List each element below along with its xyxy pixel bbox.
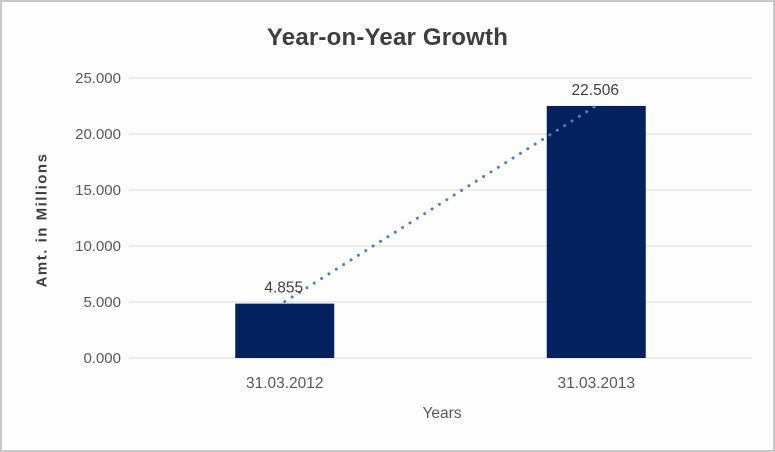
x-category-label: 31.03.2012 [246,375,324,392]
bar [235,303,335,358]
y-tick-label: 5.000 [83,294,121,311]
y-axis-title: Amt. in Millions [33,152,51,288]
x-category-label: 31.03.2013 [557,375,635,392]
bar-data-label: 4.855 [264,280,303,297]
y-tick-label: 15.000 [75,182,121,199]
y-tick-label: 20.000 [75,126,121,143]
bar [546,105,646,358]
y-tick-label: 10.000 [75,238,121,255]
y-tick-label: 25.000 [75,70,121,87]
bar-data-label: 22.506 [572,82,619,99]
chart-title: Year-on-Year Growth [266,24,509,51]
y-tick-label: 0.000 [83,350,121,367]
x-axis-title: Years [422,405,462,422]
trendline [283,105,596,304]
